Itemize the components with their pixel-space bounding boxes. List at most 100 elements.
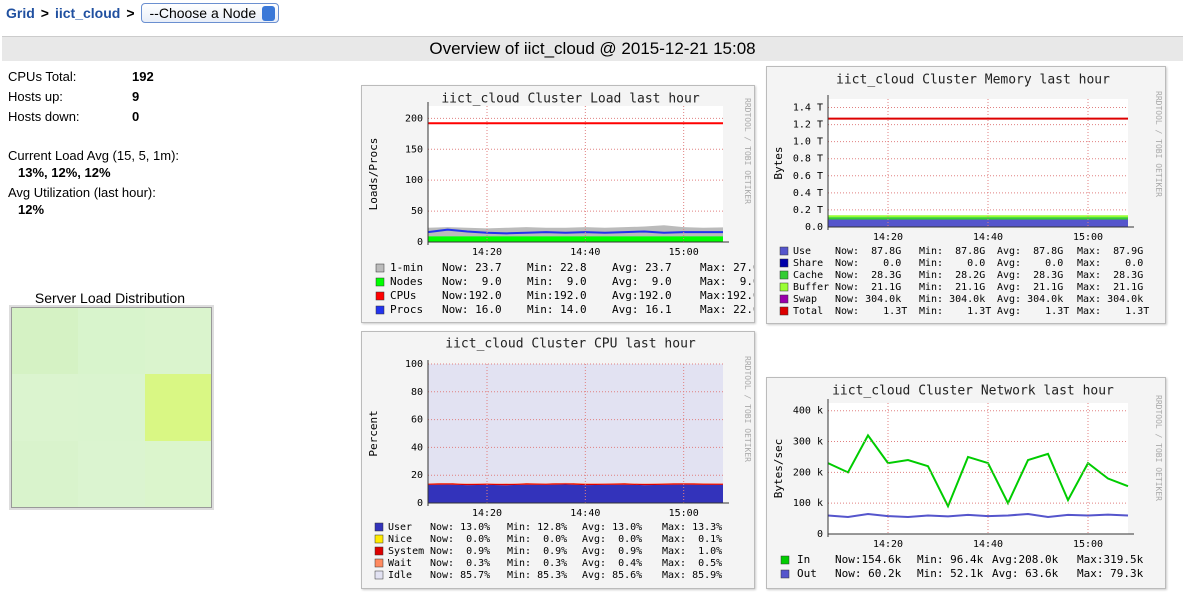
- legend-stat: Avg: 0.4%: [582, 558, 642, 569]
- plot-area: [828, 99, 1128, 227]
- legend-name: 1-min: [390, 261, 423, 274]
- y-tick-label: 0: [417, 237, 423, 248]
- legend-name: Procs: [390, 303, 423, 316]
- watermark: RRDTOOL / TOBI OETIKER: [743, 98, 752, 204]
- heatmap-cell: [12, 440, 79, 507]
- legend-name: Use: [793, 246, 811, 257]
- cluster-link[interactable]: iict_cloud: [54, 5, 121, 21]
- legend-stat: Now: 13.0%: [430, 522, 490, 533]
- grid-link[interactable]: Grid: [6, 5, 35, 21]
- legend-name: Share: [793, 258, 823, 269]
- graph: iict_cloud Cluster CPU last hour Percent R…: [361, 331, 755, 589]
- legend-stat: Avg: 1.3T: [997, 306, 1069, 317]
- legend-stat: Now: 85.7%: [430, 570, 490, 581]
- x-tick-label: 15:00: [1073, 539, 1103, 550]
- y-tick-label: 200: [405, 113, 423, 124]
- graph-title: iict_cloud Cluster CPU last hour: [445, 337, 696, 352]
- legend-name: Nice: [388, 534, 412, 545]
- legend-stat: Avg: 63.6k: [992, 567, 1059, 580]
- legend-name: Idle: [388, 570, 412, 581]
- node-select[interactable]: --Choose a Node: [140, 3, 280, 23]
- legend-stat: Now: 304.0k: [835, 294, 901, 305]
- value: 9: [132, 88, 140, 104]
- legend-swatch: [779, 246, 789, 256]
- legend-stat: Avg: 0.9%: [582, 546, 642, 557]
- heatmap-title: Server Load Distribution: [34, 290, 186, 306]
- y-tick-label: 1.4 T: [793, 103, 823, 114]
- graph-title: iict_cloud Cluster Memory last hour: [836, 73, 1110, 88]
- legend-stat: Avg: 21.1G: [997, 282, 1063, 293]
- legend-stat: Now: 0.9%: [430, 546, 490, 557]
- legend-stat: Min: 96.4k: [917, 553, 984, 566]
- x-tick-label: 14:20: [472, 508, 502, 519]
- legend-stat: Max: 0.5%: [662, 558, 722, 569]
- legend-stat: Min: 87.8G: [919, 246, 985, 257]
- y-tick-label: 0: [817, 529, 823, 540]
- y-tick-label: 0.4 T: [793, 188, 823, 199]
- graph: iict_cloud Cluster Network last hour Byte…: [766, 377, 1166, 589]
- y-tick-label: 0: [417, 498, 423, 509]
- y-tick-label: 1.2 T: [793, 120, 823, 131]
- heatmap-cell: [12, 308, 79, 375]
- legend-stat: Min: 52.1k: [917, 567, 984, 580]
- heatmap-cell: [78, 374, 145, 441]
- summary: CPUs Total: 192 Hosts up: 9 Hosts down: 0: [8, 66, 208, 126]
- legend-swatch: [374, 558, 384, 568]
- legend-stat: Avg: 0.0: [997, 258, 1063, 269]
- series-line: [827, 512, 1129, 519]
- legend-name: Nodes: [390, 275, 423, 288]
- legend-name: Total: [793, 306, 823, 317]
- legend-name: Buffer: [793, 282, 829, 293]
- y-tick-label: 40: [411, 442, 423, 453]
- legend-swatch: [779, 258, 789, 268]
- legend-stat: Min: 1.3T: [919, 306, 991, 317]
- series-area: [428, 484, 723, 503]
- watermark: RRDTOOL / TOBI OETIKER: [1154, 395, 1163, 501]
- legend-stat: Max: 13.3%: [662, 522, 722, 533]
- y-tick-label: 200 k: [793, 467, 823, 478]
- separator: >: [126, 5, 135, 21]
- y-tick-label: 400 k: [793, 406, 823, 417]
- legend-stat: Max: 0.0: [1077, 258, 1143, 269]
- y-tick-label: 0.6 T: [793, 171, 823, 182]
- legend-stat: Max: 27.0: [700, 261, 755, 274]
- x-tick-label: 14:40: [973, 539, 1003, 550]
- legend-swatch: [780, 569, 790, 579]
- value: 192: [132, 68, 154, 84]
- legend-swatch: [375, 291, 385, 301]
- x-tick-label: 14:40: [570, 508, 600, 519]
- y-axis-label: Loads/Procs: [367, 138, 380, 211]
- series-area: [428, 483, 723, 486]
- legend-stat: Min: 0.3%: [507, 558, 567, 569]
- series-area: [428, 236, 723, 242]
- label: Hosts up:: [8, 88, 63, 104]
- legend-name: In: [797, 553, 810, 566]
- y-tick-label: 100: [405, 359, 423, 370]
- legend-stat: Avg: 9.0: [612, 275, 672, 288]
- legend-swatch: [779, 282, 789, 292]
- load-avg: Current Load Avg (15, 5, 1m): 13%, 12%, 1…: [8, 147, 179, 181]
- legend-stat: Avg:208.0k: [992, 553, 1059, 566]
- graph-title: iict_cloud Cluster Load last hour: [441, 92, 699, 107]
- y-tick-label: 1.0 T: [793, 137, 823, 148]
- graph-title: iict_cloud Cluster Network last hour: [832, 384, 1114, 399]
- legend-swatch: [375, 277, 385, 287]
- y-axis-label: Bytes: [772, 146, 785, 179]
- legend-stat: Min: 0.0: [919, 258, 985, 269]
- legend-stat: Min: 304.0k: [919, 294, 985, 305]
- label: CPUs Total:: [8, 68, 77, 84]
- watermark: RRDTOOL / TOBI OETIKER: [743, 356, 752, 462]
- legend-stat: Min: 22.8: [527, 261, 587, 274]
- legend-stat: Max: 1.0%: [662, 546, 722, 557]
- y-axis-label: Percent: [367, 410, 380, 456]
- value: 13%, 12%, 12%: [18, 165, 111, 180]
- y-tick-label: 50: [411, 206, 423, 217]
- legend-stat: Max: 304.0k: [1077, 294, 1143, 305]
- y-tick-label: 100 k: [793, 498, 823, 509]
- x-tick-label: 15:00: [1073, 232, 1103, 243]
- legend-swatch: [779, 306, 789, 316]
- x-tick-label: 14:20: [873, 232, 903, 243]
- x-tick-label: 15:00: [669, 247, 699, 258]
- legend-stat: Avg: 28.3G: [997, 270, 1063, 281]
- series-line: [427, 228, 723, 235]
